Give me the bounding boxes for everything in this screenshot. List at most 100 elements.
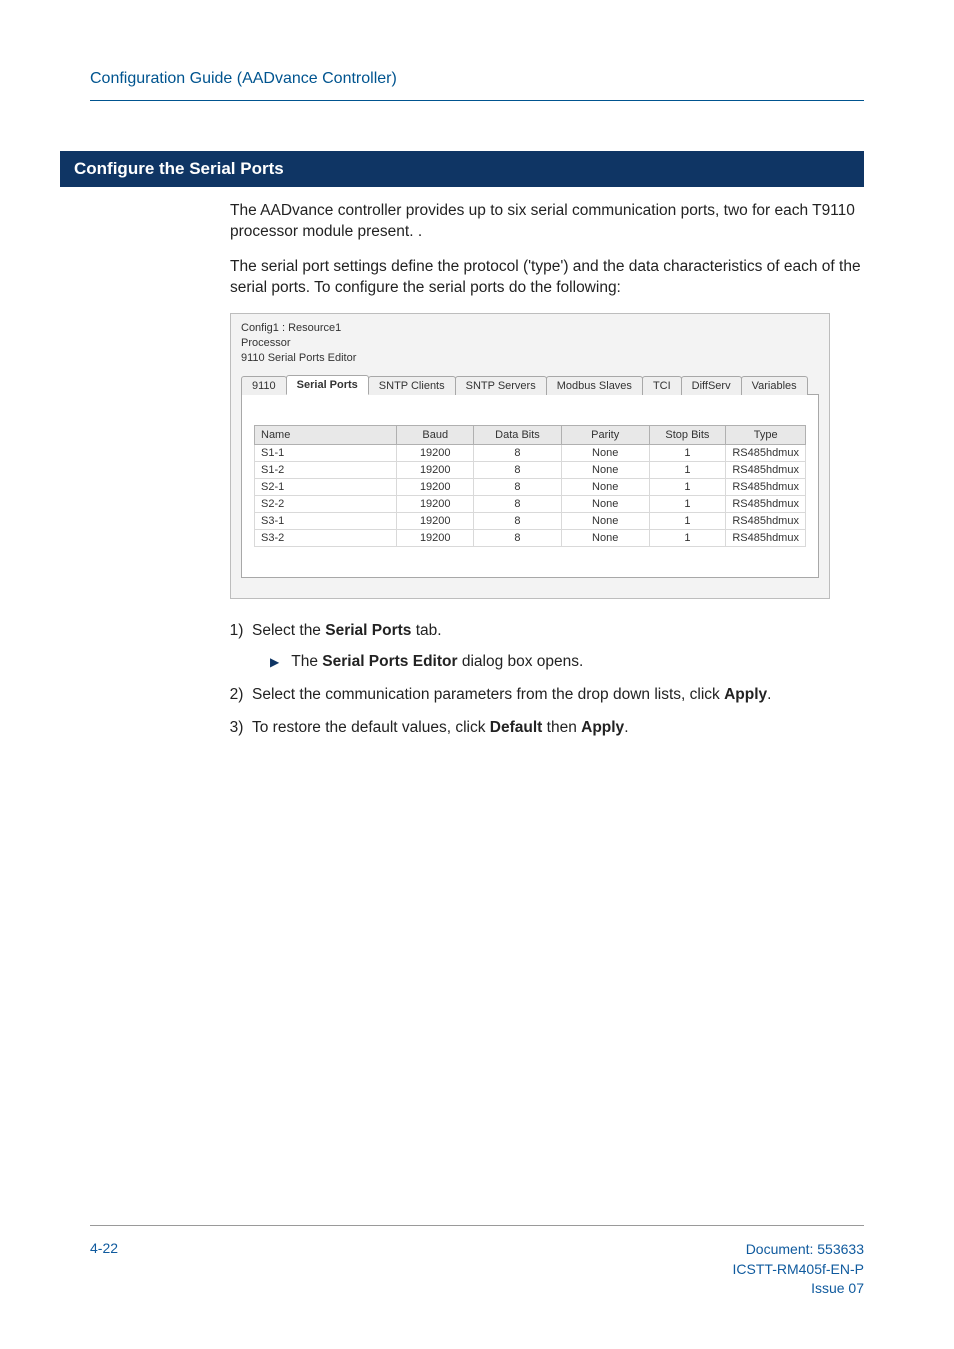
header-rule (90, 100, 864, 101)
table-cell: 8 (474, 478, 562, 495)
body: The AADvance controller provides up to s… (230, 201, 864, 740)
th-stopbits[interactable]: Stop Bits (649, 425, 726, 444)
shot-meta-line-3: 9110 Serial Ports Editor (241, 352, 819, 364)
footer-document: Document: 553633 (733, 1240, 864, 1260)
serial-ports-editor-screenshot: Config1 : Resource1 Processor 9110 Seria… (230, 313, 830, 599)
paragraph-1: The AADvance controller provides up to s… (230, 201, 864, 243)
table-cell: None (561, 444, 649, 461)
footer-right: Document: 553633 ICSTT-RM405f-EN-P Issue… (733, 1240, 864, 1299)
table-cell: RS485hdmux (726, 529, 806, 546)
step-1-sub-post: dialog box opens. (458, 653, 584, 670)
table-cell: 8 (474, 444, 562, 461)
step-3-mid: then (542, 719, 581, 736)
footer-row: 4-22 Document: 553633 ICSTT-RM405f-EN-P … (90, 1240, 864, 1299)
step-1-pre: Select the (252, 622, 325, 639)
footer-issue: Issue 07 (733, 1279, 864, 1299)
step-1-sub: ▶ The Serial Ports Editor dialog box ope… (270, 650, 864, 673)
tab-modbus-slaves[interactable]: Modbus Slaves (546, 376, 643, 395)
table-cell: RS485hdmux (726, 461, 806, 478)
table-cell: RS485hdmux (726, 495, 806, 512)
table-cell: S3-2 (255, 529, 397, 546)
step-3: To restore the default values, click Def… (252, 716, 864, 739)
table-cell: 19200 (397, 444, 474, 461)
table-cell: 8 (474, 461, 562, 478)
step-3-bold1: Default (490, 719, 543, 736)
th-type[interactable]: Type (726, 425, 806, 444)
triangle-icon: ▶ (270, 655, 279, 669)
step-2: Select the communication parameters from… (252, 683, 864, 706)
table-header-row: Name Baud Data Bits Parity Stop Bits Typ… (255, 425, 806, 444)
th-name[interactable]: Name (255, 425, 397, 444)
table-cell: 1 (649, 444, 726, 461)
footer-pub: ICSTT-RM405f-EN-P (733, 1260, 864, 1280)
table-cell: 8 (474, 495, 562, 512)
paragraph-2: The serial port settings define the prot… (230, 257, 864, 299)
step-1-bold: Serial Ports (325, 622, 411, 639)
th-databits[interactable]: Data Bits (474, 425, 562, 444)
table-row[interactable]: S3-1192008None1RS485hdmux (255, 512, 806, 529)
tab-tci[interactable]: TCI (642, 376, 682, 395)
shot-meta-line-2: Processor (241, 337, 819, 349)
step-3-bold2: Apply (581, 719, 624, 736)
table-cell: 19200 (397, 512, 474, 529)
step-3-pre: To restore the default values, click (252, 719, 490, 736)
footer-rule (90, 1225, 864, 1226)
th-baud[interactable]: Baud (397, 425, 474, 444)
table-cell: 1 (649, 461, 726, 478)
step-2-post: . (767, 686, 771, 703)
step-2-bold: Apply (724, 686, 767, 703)
step-1-sub-bold: Serial Ports Editor (322, 653, 457, 670)
table-cell: RS485hdmux (726, 512, 806, 529)
table-cell: RS485hdmux (726, 444, 806, 461)
table-row[interactable]: S2-1192008None1RS485hdmux (255, 478, 806, 495)
table-cell: 1 (649, 478, 726, 495)
footer-page-number: 4-22 (90, 1240, 118, 1299)
table-cell: 19200 (397, 495, 474, 512)
tab-strip: 9110 Serial Ports SNTP Clients SNTP Serv… (241, 374, 819, 395)
table-cell: 19200 (397, 529, 474, 546)
table-cell: 19200 (397, 478, 474, 495)
tab-body: Name Baud Data Bits Parity Stop Bits Typ… (241, 395, 819, 578)
table-cell: 1 (649, 512, 726, 529)
table-cell: None (561, 512, 649, 529)
table-cell: None (561, 529, 649, 546)
table-cell: None (561, 495, 649, 512)
table-cell: S2-2 (255, 495, 397, 512)
step-1-post: tab. (411, 622, 441, 639)
steps-list: Select the Serial Ports tab. ▶ The Seria… (230, 619, 864, 740)
table-row[interactable]: S1-2192008None1RS485hdmux (255, 461, 806, 478)
table-cell: 1 (649, 529, 726, 546)
table-row[interactable]: S2-2192008None1RS485hdmux (255, 495, 806, 512)
shot-meta-line-1: Config1 : Resource1 (241, 322, 819, 334)
tab-sntp-clients[interactable]: SNTP Clients (368, 376, 456, 395)
table-cell: 1 (649, 495, 726, 512)
serial-ports-table: Name Baud Data Bits Parity Stop Bits Typ… (254, 425, 806, 547)
header-title: Configuration Guide (AADvance Controller… (90, 70, 864, 88)
th-parity[interactable]: Parity (561, 425, 649, 444)
step-1-sub-pre: The (291, 653, 322, 670)
table-row[interactable]: S1-1192008None1RS485hdmux (255, 444, 806, 461)
table-cell: RS485hdmux (726, 478, 806, 495)
tab-sntp-servers[interactable]: SNTP Servers (455, 376, 547, 395)
table-cell: S1-1 (255, 444, 397, 461)
table-cell: None (561, 461, 649, 478)
step-3-post: . (624, 719, 628, 736)
step-2-pre: Select the communication parameters from… (252, 686, 724, 703)
step-1: Select the Serial Ports tab. ▶ The Seria… (252, 619, 864, 674)
table-cell: 8 (474, 529, 562, 546)
tab-serial-ports[interactable]: Serial Ports (286, 375, 369, 395)
tab-diffserv[interactable]: DiffServ (681, 376, 742, 395)
table-cell: S3-1 (255, 512, 397, 529)
table-cell: S2-1 (255, 478, 397, 495)
table-cell: S1-2 (255, 461, 397, 478)
table-cell: 19200 (397, 461, 474, 478)
tab-9110[interactable]: 9110 (241, 376, 287, 395)
table-cell: None (561, 478, 649, 495)
tab-variables[interactable]: Variables (741, 376, 808, 395)
section-heading: Configure the Serial Ports (60, 151, 864, 187)
page: Configuration Guide (AADvance Controller… (0, 0, 954, 1349)
table-body: S1-1192008None1RS485hdmuxS1-2192008None1… (255, 444, 806, 546)
table-cell: 8 (474, 512, 562, 529)
footer: 4-22 Document: 553633 ICSTT-RM405f-EN-P … (90, 1225, 864, 1299)
table-row[interactable]: S3-2192008None1RS485hdmux (255, 529, 806, 546)
